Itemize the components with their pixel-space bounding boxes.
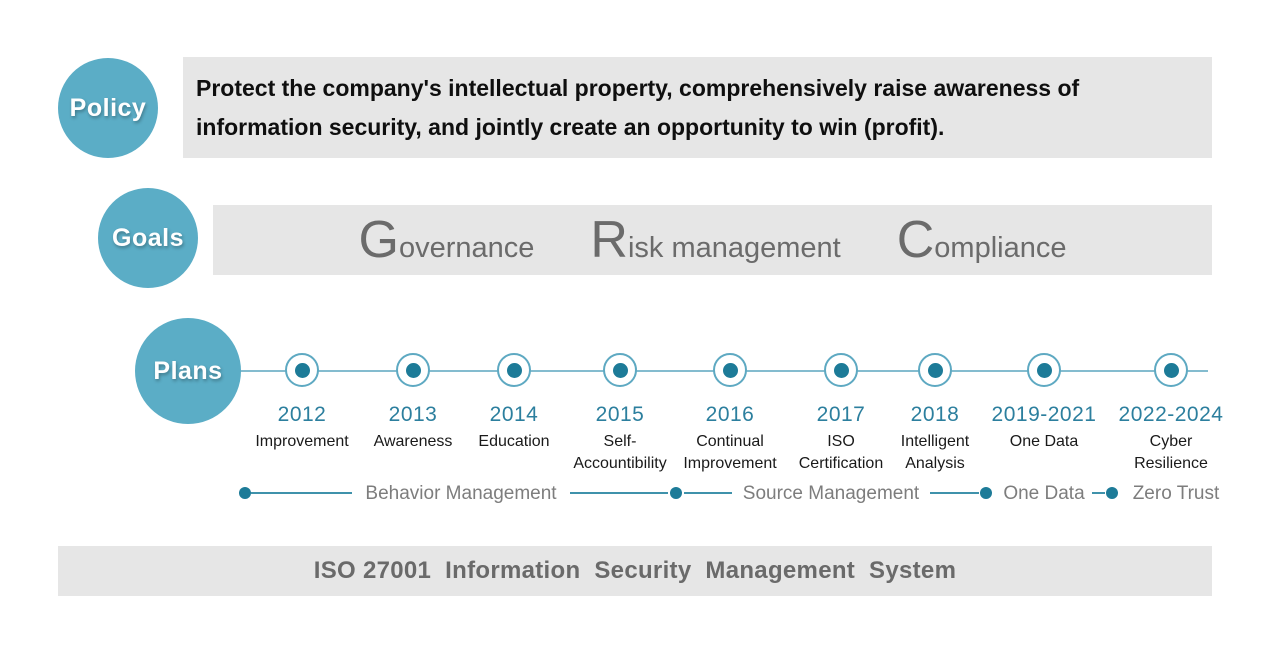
goal-risk-management-initial: R	[590, 211, 628, 269]
goal-compliance-initial: C	[896, 211, 935, 269]
timeline-node-icon	[1027, 353, 1061, 387]
goal-governance: Governance	[359, 210, 535, 270]
phase-line	[1092, 492, 1105, 494]
goal-compliance: Compliance	[897, 210, 1067, 270]
timeline-dot-icon	[294, 362, 310, 378]
phase-one-data: One Data	[1003, 483, 1085, 504]
timeline-dot-icon	[405, 362, 421, 378]
milestone-2014: 2014 Education	[439, 353, 589, 483]
timeline-node-icon	[1154, 353, 1188, 387]
milestone-year: 2017	[816, 403, 866, 426]
goal-governance-initial: G	[358, 211, 399, 269]
policy-badge: Policy	[58, 58, 158, 158]
phase-dot-icon	[980, 487, 992, 499]
timeline-node-icon	[497, 353, 531, 387]
milestone-2019-2021: 2019-2021 One Data	[969, 353, 1119, 483]
policy-badge-label: Policy	[69, 93, 147, 122]
phase-behavior-management: Behavior Management	[365, 483, 557, 504]
timeline-dot-icon	[506, 362, 522, 378]
phase-dot-icon	[1106, 487, 1118, 499]
milestone-2015: 2015 Self- Accountibility	[545, 353, 695, 483]
phase-dot-icon	[239, 487, 251, 499]
milestone-year: 2018	[910, 403, 960, 426]
timeline-dot-icon	[1036, 362, 1052, 378]
goal-risk-management: Risk management	[590, 210, 840, 270]
timeline-node-icon	[603, 353, 637, 387]
goals-panel: Governance Risk management Compliance	[213, 205, 1212, 275]
goal-compliance-rest: ompliance	[934, 232, 1067, 264]
timeline-dot-icon	[722, 362, 738, 378]
phase-line	[684, 492, 732, 494]
milestone-2017: 2017 ISO Certification	[766, 353, 916, 483]
timeline-dot-icon	[612, 362, 628, 378]
timeline-node-icon	[824, 353, 858, 387]
timeline-dot-icon	[1163, 362, 1179, 378]
phase-source-management: Source Management	[742, 483, 920, 504]
milestone-year: 2014	[489, 403, 539, 426]
milestone-2018: 2018 Intelligent Analysis	[860, 353, 1010, 483]
milestone-year: 2022-2024	[1118, 403, 1224, 426]
goals-badge: Goals	[98, 188, 198, 288]
milestone-2013: 2013 Awareness	[338, 353, 488, 483]
phase-line	[251, 492, 352, 494]
goals-badge-label: Goals	[112, 223, 184, 252]
plans-badge: Plans	[135, 318, 241, 424]
goal-governance-rest: overnance	[398, 232, 535, 264]
policy-text-line-2: information security, and jointly create…	[196, 113, 945, 140]
phase-line	[570, 492, 668, 494]
policy-text-line-1: Protect the company's intellectual prope…	[196, 74, 1080, 101]
phase-dot-icon	[670, 487, 682, 499]
milestone-year: 2016	[705, 403, 755, 426]
milestone-label: Cyber Resilience	[1134, 433, 1208, 472]
milestone-year: 2013	[388, 403, 438, 426]
timeline-node-icon	[918, 353, 952, 387]
footer-title: ISO 27001 Information Security Managemen…	[313, 557, 957, 584]
timeline-node-icon	[285, 353, 319, 387]
timeline-node-icon	[396, 353, 430, 387]
timeline-dot-icon	[833, 362, 849, 378]
milestone-2012: 2012 Improvement	[227, 353, 377, 483]
milestone-2022-2024: 2022-2024 Cyber Resilience	[1096, 353, 1246, 483]
milestone-label: Awareness	[373, 433, 453, 450]
policy-panel: Protect the company's intellectual prope…	[183, 57, 1212, 158]
milestone-label: Self- Accountibility	[573, 433, 667, 472]
plans-badge-label: Plans	[153, 356, 223, 385]
milestone-year: 2015	[595, 403, 645, 426]
milestone-label: Education	[478, 433, 550, 450]
milestone-2016: 2016 Continual Improvement	[655, 353, 805, 483]
milestone-label: ISO Certification	[798, 433, 884, 472]
milestone-label: One Data	[1009, 433, 1079, 450]
phase-line	[930, 492, 979, 494]
goal-risk-management-rest: isk management	[627, 232, 841, 264]
milestone-year: 2012	[277, 403, 327, 426]
timeline-dot-icon	[927, 362, 943, 378]
timeline-node-icon	[713, 353, 747, 387]
milestone-year: 2019-2021	[991, 403, 1097, 426]
milestone-label: Intelligent Analysis	[900, 433, 970, 472]
milestone-label: Continual Improvement	[683, 433, 777, 472]
footer-bar: ISO 27001 Information Security Managemen…	[58, 546, 1212, 596]
phase-zero-trust: Zero Trust	[1132, 483, 1220, 504]
milestone-label: Improvement	[255, 433, 349, 450]
